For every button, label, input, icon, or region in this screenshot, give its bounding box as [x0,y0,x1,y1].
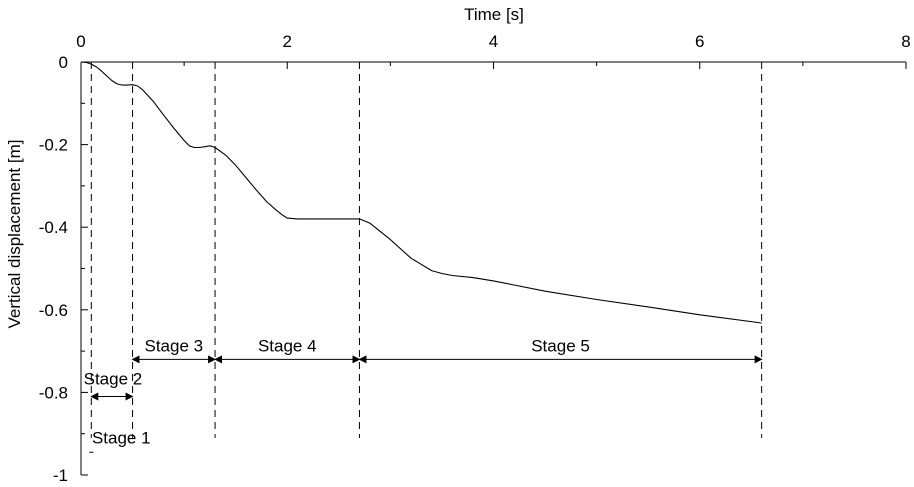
y-tick-label: 0 [59,53,68,72]
x-axis-title: Time [s] [464,5,524,24]
x-tick-label: 0 [76,32,85,51]
stage-label: Stage 5 [531,336,590,355]
x-tick-label: 2 [283,32,292,51]
displacement-curve [80,61,762,324]
stage-label: Stage 2 [84,370,143,389]
y-tick-label: -0.6 [39,301,68,320]
axes: 0 2 4 6 8 0 -0.2 -0.4 -0.6 -0.8 -1 [39,32,911,485]
x-tick-label: 6 [695,32,704,51]
stage-boundaries [90,62,763,438]
stage-label: Stage 3 [145,336,204,355]
stage-label: Stage 4 [258,336,317,355]
stage-label: Stage 1 [92,428,151,447]
series [80,61,762,324]
y-tick-label: -0.4 [39,218,68,237]
y-tick-label: -0.2 [39,136,68,155]
x-tick-label: 8 [901,32,910,51]
x-tick-label: 4 [489,32,498,51]
y-tick-label: -1 [53,466,68,485]
y-axis-title: Vertical displacement [m] [5,140,24,329]
y-tick-label: -0.8 [39,383,68,402]
